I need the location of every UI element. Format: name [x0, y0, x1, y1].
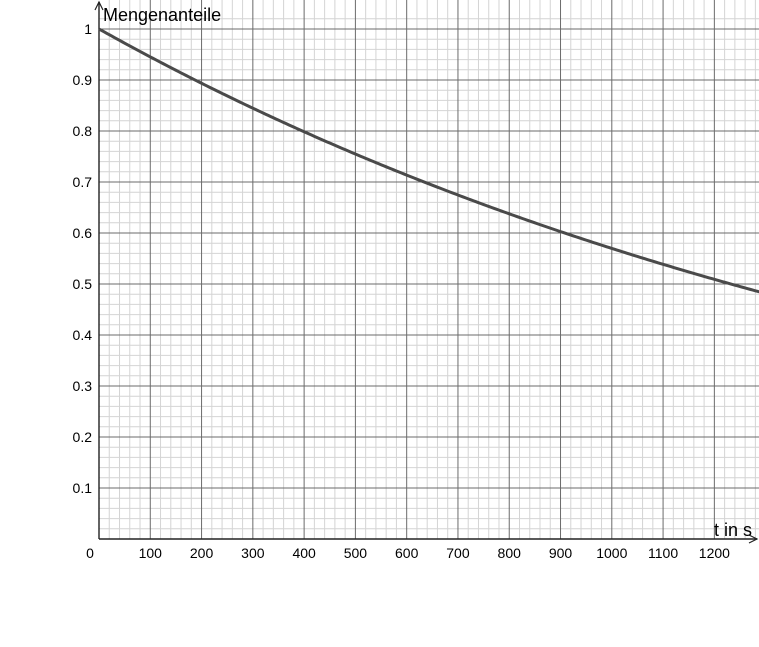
y-tick-labels: 0.1 0.2 0.3 0.4 0.5 0.6 0.7 0.8 0.9 1: [73, 21, 93, 496]
major-grid: [99, 0, 759, 539]
y-tick-label: 0.7: [73, 174, 93, 190]
x-axis-arrow: [748, 534, 759, 544]
y-tick-label: 0.6: [73, 225, 93, 241]
x-tick-label: 1100: [648, 545, 678, 561]
x-tick-label: 700: [446, 545, 470, 561]
y-tick-label: 0.8: [73, 123, 93, 139]
x-tick-label: 800: [498, 545, 522, 561]
decay-curve-line: [98, 27, 759, 294]
x-tick-label: 300: [241, 545, 265, 561]
y-tick-label: 0.3: [73, 378, 93, 394]
y-tick-label: 0.9: [73, 72, 93, 88]
x-tick-label: 1200: [699, 545, 730, 561]
minor-grid: [99, 0, 759, 539]
y-axis-arrow: [94, 0, 104, 11]
x-tick-labels: 100 200 300 400 500 600 700 800 900 1000 1100 1200: [139, 545, 731, 561]
x-axis-label: t in s: [714, 520, 752, 540]
x-tick-label: 600: [395, 545, 419, 561]
y-tick-label: 0.2: [73, 429, 93, 445]
x-tick-label: 100: [139, 545, 163, 561]
y-tick-label: 1: [84, 21, 92, 37]
y-tick-label: 0.5: [73, 276, 93, 292]
x-tick-label: 400: [292, 545, 316, 561]
y-axis-label: Mengenanteile: [103, 5, 221, 25]
x-tick-label: 500: [344, 545, 368, 561]
y-tick-label: 0.1: [73, 480, 93, 496]
y-tick-label: 0.4: [73, 327, 93, 343]
x-tick-label: 900: [549, 545, 573, 561]
x-tick-label: 200: [190, 545, 214, 561]
origin-label: 0: [86, 545, 94, 561]
x-tick-label: 1000: [596, 545, 627, 561]
axes: [94, 0, 759, 544]
